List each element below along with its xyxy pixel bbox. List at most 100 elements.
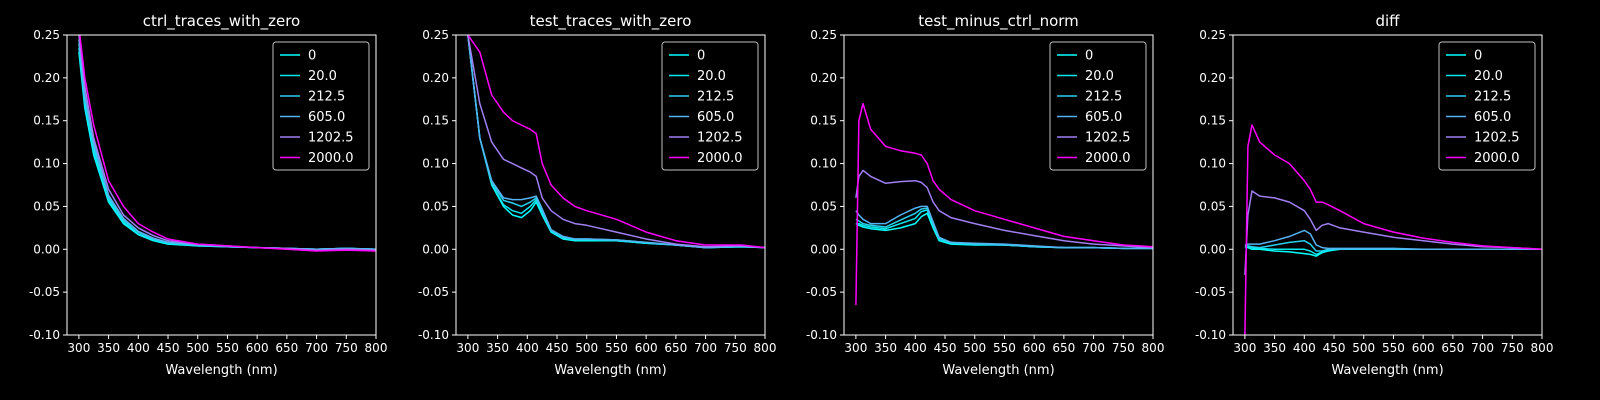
y-tick-label: 0.15 (422, 114, 449, 128)
legend-label: 605.0 (1474, 110, 1511, 125)
legend-label: 212.5 (697, 90, 734, 105)
series-line-1202.5 (78, 35, 376, 251)
x-tick-label: 600 (1412, 341, 1435, 355)
x-tick-label: 750 (1112, 341, 1135, 355)
traces (1244, 124, 1542, 335)
x-tick-label: 500 (1352, 341, 1375, 355)
legend: 0 20.0 212.5 605.0 1202.5 2000.0 (1049, 41, 1147, 171)
y-tick-label: 0.25 (33, 28, 60, 42)
x-tick-label: 400 (127, 341, 150, 355)
traces (467, 35, 765, 249)
x-tick-label: 400 (1293, 341, 1316, 355)
panel-test-minus-ctrl-norm: test_minus_ctrl_norm Wavelength (nm) 300… (806, 12, 1165, 378)
y-tick-label: -0.05 (806, 285, 837, 299)
y-tick-label: -0.05 (418, 285, 449, 299)
series-line-2000.0 (467, 35, 765, 249)
y-tick-label: 0.20 (33, 71, 60, 85)
x-tick-label: 700 (1082, 341, 1105, 355)
y-tick-label: -0.10 (29, 328, 60, 342)
x-tick-label: 650 (1052, 341, 1075, 355)
plot-area: 300 350 400 450 500 550 600 650 700 750 800 -0.10 -0… (1195, 28, 1554, 355)
legend-label: 0 (697, 49, 705, 64)
legend-label: 1202.5 (697, 131, 743, 146)
x-tick-label: 600 (246, 341, 269, 355)
legend: 0 20.0 212.5 605.0 1202.5 2000.0 (272, 41, 370, 171)
y-tick-label: 0.10 (422, 157, 449, 171)
plot-area: 300 350 400 450 500 550 600 650 700 750 800 -0.10 -0… (29, 28, 388, 355)
legend-label: 1202.5 (308, 131, 354, 146)
x-tick-label: 750 (1501, 341, 1524, 355)
legend-label: 2000.0 (308, 151, 354, 166)
traces (78, 35, 376, 252)
plot-area: 300 350 400 450 500 550 600 650 700 750 800 -0.10 -0… (806, 28, 1165, 355)
legend-label: 0 (1474, 49, 1482, 64)
y-tick-label: 0.00 (810, 242, 837, 256)
y-tick-label: 0.05 (33, 199, 60, 213)
x-tick-label: 550 (993, 341, 1016, 355)
traces (855, 102, 1153, 306)
x-tick-label: 550 (1382, 341, 1405, 355)
x-tick-label: 450 (1323, 341, 1346, 355)
y-tick-label: 0.05 (422, 199, 449, 213)
legend: 0 20.0 212.5 605.0 1202.5 2000.0 (1438, 41, 1536, 171)
panel-title: ctrl_traces_with_zero (143, 12, 300, 31)
x-tick-label: 400 (516, 341, 539, 355)
series-line-2000.0 (1244, 124, 1542, 335)
series-line-1202.5 (467, 35, 765, 249)
legend-label: 1202.5 (1474, 131, 1520, 146)
x-tick-label: 350 (486, 341, 509, 355)
y-tick-label: 0.05 (1199, 199, 1226, 213)
y-tick-label: 0.05 (810, 199, 837, 213)
legend-label: 605.0 (308, 110, 345, 125)
plot-area: 300 350 400 450 500 550 600 650 700 750 800 -0.10 -0… (418, 28, 777, 355)
y-tick-label: 0.00 (33, 242, 60, 256)
x-tick-label: 450 (546, 341, 569, 355)
x-tick-label: 400 (904, 341, 927, 355)
y-tick-label: 0.20 (810, 71, 837, 85)
legend-label: 2000.0 (1085, 151, 1131, 166)
x-tick-label: 750 (335, 341, 358, 355)
y-tick-label: 0.25 (1199, 28, 1226, 42)
x-tick-label: 650 (275, 341, 298, 355)
x-tick-label: 700 (1471, 341, 1494, 355)
y-tick-label: 0.25 (810, 28, 837, 42)
series-line-1202.5 (855, 169, 1153, 249)
axes-frame (843, 34, 1154, 336)
x-tick-label: 500 (963, 341, 986, 355)
x-tick-label: 300 (67, 341, 90, 355)
legend-label: 0 (1085, 49, 1093, 64)
y-tick-label: 0.20 (1199, 71, 1226, 85)
panel-diff: diff Wavelength (nm) 300 350 400 450 500 550 6… (1195, 12, 1554, 378)
y-tick-label: 0.25 (422, 28, 449, 42)
legend-box (1049, 41, 1147, 171)
legend-label: 20.0 (1085, 69, 1114, 84)
x-tick-label: 500 (575, 341, 598, 355)
x-tick-label: 800 (754, 341, 777, 355)
panel-title: test_traces_with_zero (530, 12, 692, 31)
legend-label: 20.0 (697, 69, 726, 84)
legend-label: 212.5 (1085, 90, 1122, 105)
series-line-605.0 (467, 35, 765, 249)
y-tick-label: 0.10 (33, 157, 60, 171)
x-tick-label: 350 (1263, 341, 1286, 355)
x-tick-label: 450 (934, 341, 957, 355)
axes-frame (1232, 34, 1543, 336)
y-tick-label: -0.10 (418, 328, 449, 342)
x-axis-label: Wavelength (nm) (554, 363, 666, 378)
legend-box (661, 41, 759, 171)
x-axis-label: Wavelength (nm) (942, 363, 1054, 378)
legend-box (272, 41, 370, 171)
x-tick-label: 300 (456, 341, 479, 355)
legend: 0 20.0 212.5 605.0 1202.5 2000.0 (661, 41, 759, 171)
x-tick-label: 750 (724, 341, 747, 355)
series-line-1202.5 (1244, 190, 1542, 276)
series-line-605.0 (855, 205, 1153, 250)
legend-label: 20.0 (1474, 69, 1503, 84)
panel-test-traces-with-zero: test_traces_with_zero Wavelength (nm) 30… (418, 12, 777, 378)
x-axis-label: Wavelength (nm) (1331, 363, 1443, 378)
y-tick-label: 0.15 (810, 114, 837, 128)
legend-box (1438, 41, 1536, 171)
x-tick-label: 350 (874, 341, 897, 355)
legend-label: 2000.0 (1474, 151, 1520, 166)
